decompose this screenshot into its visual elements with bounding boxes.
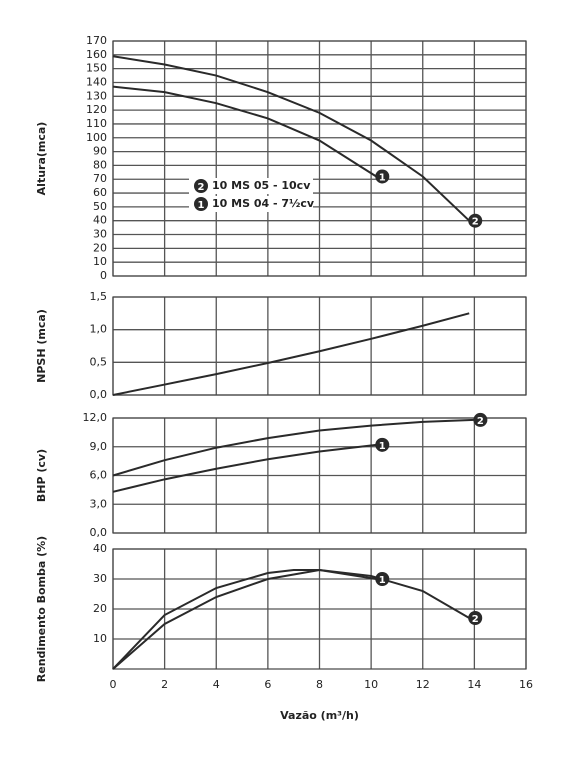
y-tick-label: 1,0: [90, 323, 108, 336]
x-tick-label: 2: [161, 678, 168, 691]
x-tick-label: 8: [316, 678, 323, 691]
y-tick-label: 20: [93, 602, 107, 615]
end-marker: [375, 437, 390, 452]
y-axis-label: BHP (cv): [35, 449, 48, 502]
y-tick-label: 3,0: [90, 497, 108, 510]
y-tick-label: 0: [100, 269, 107, 282]
y-axis-label: NPSH (mca): [35, 309, 48, 383]
end-marker-label: 2: [477, 416, 484, 427]
curve: [112, 569, 470, 670]
curve: [112, 85, 377, 178]
end-marker-label: 2: [472, 614, 479, 625]
plot-frame: [112, 40, 527, 277]
y-tick-label: 110: [86, 117, 107, 130]
end-marker-label: 1: [379, 441, 386, 452]
y-tick-label: 80: [93, 158, 107, 171]
y-tick-label: 50: [93, 200, 107, 213]
y-tick-label: 10: [93, 632, 107, 645]
curve: [112, 55, 470, 222]
plot-frame: [112, 296, 527, 396]
x-tick-label: 4: [213, 678, 220, 691]
x-tick-label: 16: [519, 678, 533, 691]
legend-marker: [194, 179, 208, 193]
end-marker-label: 1: [379, 575, 386, 586]
end-marker: [473, 412, 488, 427]
curve: [112, 418, 475, 477]
y-tick-label: 70: [93, 172, 107, 185]
y-tick-label: 9,0: [90, 440, 108, 453]
y-tick-label: 40: [93, 542, 107, 555]
y-tick-label: 130: [86, 89, 107, 102]
legend-marker: [194, 197, 208, 211]
y-tick-label: 170: [86, 34, 107, 47]
y-tick-label: 1,5: [90, 290, 108, 303]
y-tick-label: 6,0: [90, 469, 108, 482]
y-tick-label: 20: [93, 241, 107, 254]
y-tick-label: 160: [86, 48, 107, 61]
y-tick-label: 120: [86, 103, 107, 116]
end-marker: [375, 572, 390, 586]
x-tick-label: 10: [364, 678, 378, 691]
legend-marker-label: 2: [198, 182, 205, 193]
legend-bg: [189, 178, 313, 194]
x-tick-label: 14: [467, 678, 481, 691]
y-tick-label: 12,0: [83, 411, 108, 424]
end-marker: [375, 169, 390, 184]
curve: [112, 568, 377, 670]
x-axis-label: Vazão (m³/h): [280, 709, 359, 722]
y-tick-label: 60: [93, 186, 107, 199]
y-tick-label: 30: [93, 572, 107, 585]
x-tick-label: 12: [416, 678, 430, 691]
y-axis-label: Altura(mca): [35, 122, 48, 196]
x-tick-label: 6: [264, 678, 271, 691]
y-tick-label: 40: [93, 214, 107, 227]
x-tick-label: 0: [110, 678, 117, 691]
y-tick-label: 0,0: [90, 388, 108, 401]
y-tick-label: 100: [86, 131, 107, 144]
end-marker-label: 2: [472, 217, 479, 228]
curve: [112, 312, 470, 396]
legend-label: 10 MS 05 - 10cv: [212, 179, 311, 192]
end-marker-label: 1: [379, 172, 386, 183]
legend-bg: [189, 196, 313, 212]
y-tick-label: 150: [86, 62, 107, 75]
y-tick-label: 30: [93, 228, 107, 241]
plot-frame: [112, 548, 527, 670]
y-tick-label: 90: [93, 145, 107, 158]
y-tick-label: 0,5: [90, 355, 108, 368]
y-tick-label: 140: [86, 75, 107, 88]
y-axis-label: Rendimento Bomba (%): [35, 536, 48, 682]
legend-marker-label: 1: [198, 200, 205, 211]
y-tick-label: 0,0: [90, 526, 108, 539]
end-marker: [468, 611, 483, 625]
curve: [112, 443, 377, 493]
end-marker: [468, 213, 483, 228]
y-tick-label: 10: [93, 255, 107, 268]
legend-label: 10 MS 04 - 7½cv: [212, 197, 315, 210]
